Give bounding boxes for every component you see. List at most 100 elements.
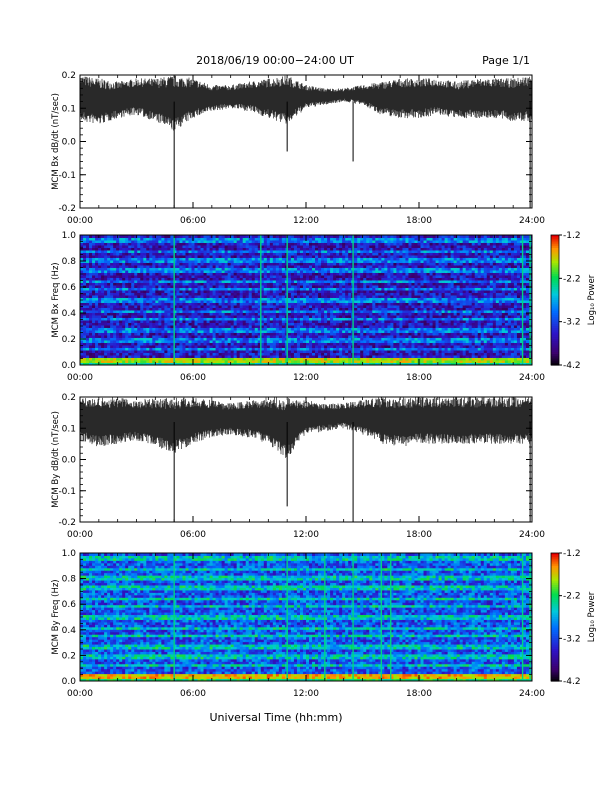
spectrogram-cell bbox=[155, 342, 159, 346]
spectrogram-cell bbox=[83, 302, 87, 306]
spectrogram-cell bbox=[86, 342, 90, 346]
spectrogram-cell bbox=[212, 280, 217, 283]
spectrogram-cell bbox=[137, 340, 141, 343]
spectrogram-cell bbox=[212, 352, 217, 356]
spectrogram-cell bbox=[215, 352, 220, 356]
spectrogram-cell bbox=[149, 315, 153, 318]
spectrogram-cell bbox=[152, 245, 156, 248]
spectrogram-cell bbox=[116, 257, 120, 261]
spectrogram-cell bbox=[137, 345, 141, 348]
spectrogram-cell bbox=[101, 257, 105, 261]
spectrogram-cell bbox=[101, 295, 105, 298]
spectrogram-cell bbox=[161, 237, 165, 241]
spectrogram-cell bbox=[179, 287, 183, 291]
spectrogram-cell bbox=[119, 237, 123, 241]
page-label: Page 1/1 bbox=[482, 54, 530, 67]
spectrogram-cell bbox=[200, 337, 205, 341]
spectrogram-cell bbox=[194, 320, 199, 323]
spectrogram-cell bbox=[95, 252, 99, 256]
spectrogram-cell bbox=[170, 325, 174, 328]
spectrogram-cell bbox=[212, 350, 217, 353]
spectrogram-cell bbox=[158, 260, 162, 263]
spectrogram-cell bbox=[197, 357, 202, 361]
spectrogram-cell bbox=[146, 332, 150, 336]
spectrogram-cell bbox=[92, 257, 96, 261]
spectrogram-cell bbox=[233, 335, 238, 338]
spectrogram-cell bbox=[218, 260, 223, 263]
spectrogram-cell bbox=[146, 310, 150, 313]
spectrogram-cell bbox=[185, 340, 189, 343]
spectrogram-cell bbox=[116, 307, 120, 311]
spectrogram-cell bbox=[221, 260, 226, 263]
spectrogram-cell bbox=[209, 362, 214, 366]
spectrogram-cell bbox=[89, 310, 93, 313]
spectrogram-cell bbox=[128, 325, 132, 328]
spectrogram-cell bbox=[221, 357, 226, 361]
spectrogram-cell bbox=[137, 290, 141, 293]
spectrogram-cell bbox=[188, 250, 192, 253]
spectrogram-cell bbox=[224, 242, 229, 246]
spectrogram-cell bbox=[206, 315, 211, 318]
spectrogram-cell bbox=[134, 325, 138, 328]
spectrogram-cell bbox=[233, 247, 238, 251]
spectrogram-cell bbox=[224, 322, 229, 326]
spectrogram-cell bbox=[164, 335, 168, 338]
spectrogram-cell bbox=[107, 240, 111, 243]
spectrogram-cell bbox=[209, 297, 214, 301]
spectrogram-cell bbox=[164, 267, 168, 271]
spectrogram-cell bbox=[215, 360, 220, 363]
spectrogram-cell bbox=[194, 355, 199, 358]
spectrogram-cell bbox=[128, 285, 132, 288]
x-axis-label: Universal Time (hh:mm) bbox=[210, 711, 343, 724]
spectrogram-cell bbox=[191, 350, 196, 353]
spectrogram-cell bbox=[176, 262, 180, 266]
spectrogram-cell bbox=[200, 252, 205, 256]
spectrogram-cell bbox=[128, 255, 132, 258]
spectrogram-cell bbox=[92, 362, 96, 366]
spectrogram-cell bbox=[113, 292, 117, 296]
spectrogram-cell bbox=[230, 257, 235, 261]
spectrogram-cell bbox=[140, 252, 144, 256]
spectrogram-cell bbox=[215, 242, 220, 246]
spectrogram-cell bbox=[119, 330, 123, 333]
spectrogram-cell bbox=[176, 277, 180, 281]
spectrogram-cell bbox=[113, 350, 117, 353]
spectrogram-cell bbox=[128, 297, 132, 301]
spectrogram-cell bbox=[200, 320, 205, 323]
spectrogram-cell bbox=[215, 342, 220, 346]
spectrogram-cell bbox=[86, 300, 90, 303]
spectrogram-cell bbox=[152, 350, 156, 353]
spectrogram-cell bbox=[140, 282, 144, 286]
spectrogram-cell bbox=[128, 242, 132, 246]
spectrogram-cell bbox=[170, 260, 174, 263]
spectrogram-cell bbox=[140, 325, 144, 328]
spectrogram-cell bbox=[188, 247, 192, 251]
spectrogram-cell bbox=[206, 337, 211, 341]
spectrogram-cell bbox=[86, 322, 90, 326]
spectrogram-cell bbox=[200, 340, 205, 343]
spectrogram-cell bbox=[218, 312, 223, 316]
spectrogram-cell bbox=[140, 250, 144, 253]
spectrogram-cell bbox=[116, 287, 120, 291]
spectrogram-cell bbox=[98, 310, 102, 313]
spectrogram-cell bbox=[212, 297, 217, 301]
spectrogram-cell bbox=[152, 320, 156, 323]
spectrogram-cell bbox=[140, 277, 144, 281]
spectrogram-cell bbox=[188, 235, 192, 238]
spectrogram-cell bbox=[122, 235, 126, 238]
spectrogram-cell bbox=[221, 262, 226, 266]
spectrogram-cell bbox=[101, 335, 105, 338]
spectrogram-cell bbox=[107, 302, 111, 306]
spectrogram-cell bbox=[188, 347, 192, 351]
spectrogram-cell bbox=[179, 265, 183, 268]
spectrogram-cell bbox=[161, 302, 165, 306]
spectrogram-cell bbox=[86, 265, 90, 268]
spectrogram-cell bbox=[179, 242, 183, 246]
spectrogram-cell bbox=[155, 352, 159, 356]
spectrogram-cell bbox=[113, 282, 117, 286]
spectrogram-cell bbox=[134, 350, 138, 353]
spectrogram-cell bbox=[86, 317, 90, 321]
spectrogram-cell bbox=[152, 357, 156, 361]
spectrogram-cell bbox=[98, 237, 102, 241]
spectrogram-cell bbox=[158, 347, 162, 351]
